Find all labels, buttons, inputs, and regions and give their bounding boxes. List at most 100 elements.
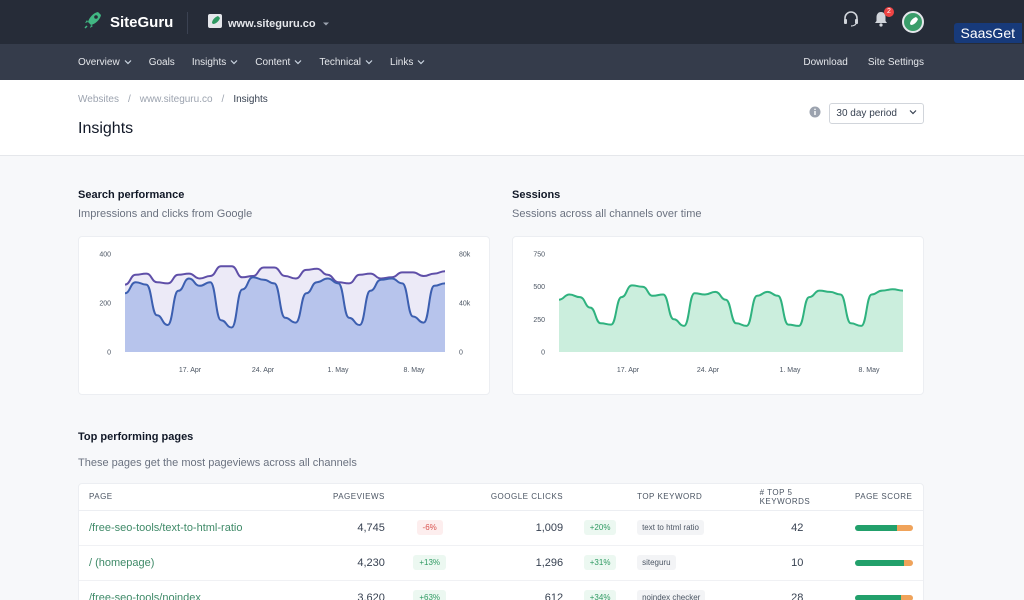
nav-item-links[interactable]: Links xyxy=(390,57,425,68)
top-keyword-tag[interactable]: noindex checker xyxy=(637,590,706,600)
table-row[interactable]: /free-seo-tools/noindex 3,620 +63% 612 +34% n… xyxy=(79,580,923,600)
chevron-down-icon xyxy=(365,60,373,65)
avatar-icon[interactable] xyxy=(902,10,924,33)
clicks-value: 612 xyxy=(464,580,574,600)
nav-left: Overview Goals Insights Content Technical Lin… xyxy=(78,44,425,80)
sessions-title: Sessions xyxy=(512,189,561,201)
notification-badge: 2 xyxy=(884,7,894,17)
breadcrumb-current: Insights xyxy=(233,94,268,105)
search-performance-subtitle: Impressions and clicks from Google xyxy=(78,208,253,220)
period-controls: 30 day period xyxy=(809,103,924,124)
sessions-subtitle: Sessions across all channels over time xyxy=(512,208,702,220)
nav-item-technical[interactable]: Technical xyxy=(319,57,373,68)
top-keyword-tag[interactable]: siteguru xyxy=(637,555,676,570)
sessions-chart: 0 250 500 750 17. Apr 24. Apr 1. May 8. May xyxy=(533,252,904,374)
nav-item-label: Overview xyxy=(78,56,120,68)
x-axis-tick-label: 24. Apr xyxy=(252,367,275,374)
y-axis-right-tick-label: 40k xyxy=(459,301,471,308)
divider xyxy=(187,12,188,34)
column-header-pv-change xyxy=(394,484,465,511)
breadcrumb-separator: / xyxy=(127,94,131,105)
clicks-area xyxy=(125,277,445,352)
clicks-line xyxy=(124,276,446,329)
brand-name: SiteGuru xyxy=(110,14,174,31)
site-switcher[interactable]: www.siteguru.co xyxy=(208,14,330,33)
x-axis-tick-label: 17. Apr xyxy=(617,367,640,374)
search-performance-chart: 0 200 400 0 40k 80k 17. Apr 24. Apr 1. May 8. May xyxy=(99,252,471,375)
rocket-icon xyxy=(82,9,104,36)
y-axis-left-tick-label: 0 xyxy=(107,350,111,357)
period-select[interactable]: 30 day period xyxy=(829,103,924,124)
top-bar: SiteGuru www.siteguru.co 2 SaasGet xyxy=(0,0,1024,44)
nav-item-goals[interactable]: Goals xyxy=(149,57,175,68)
main-nav: Overview Goals Insights Content Technical Lin… xyxy=(0,44,1024,80)
sessions-line xyxy=(558,284,904,327)
nav-item-label: Links xyxy=(390,56,414,68)
breadcrumb-websites[interactable]: Websites xyxy=(78,94,119,105)
clicks-value: 1,009 xyxy=(464,510,574,546)
nav-item-content[interactable]: Content xyxy=(255,57,302,68)
breadcrumb-separator: / xyxy=(221,94,225,105)
brand-logo[interactable]: SiteGuru xyxy=(82,9,173,36)
page-link[interactable]: /free-seo-tools/text-to-html-ratio xyxy=(79,510,316,546)
search-performance-card: 0 200 400 0 40k 80k 17. Apr 24. Apr 1. May 8. May xyxy=(78,236,490,395)
nav-item-label: Download xyxy=(803,56,848,68)
clicks-value: 1,296 xyxy=(464,545,574,581)
search-performance-title: Search performance xyxy=(78,189,185,201)
breadcrumb-site[interactable]: www.siteguru.co xyxy=(139,94,213,105)
column-header-page[interactable]: PAGE xyxy=(79,484,316,511)
x-axis-tick-label: 17. Apr xyxy=(179,367,202,374)
chevron-down-icon xyxy=(417,60,425,65)
nav-item-label: Insights xyxy=(191,56,227,68)
clicks-change-badge: +34% xyxy=(583,590,617,600)
impressions-line xyxy=(124,265,446,286)
pageviews-change-badge: -6% xyxy=(416,520,443,535)
sessions-area xyxy=(559,285,903,352)
nav-item-overview[interactable]: Overview xyxy=(78,57,132,68)
nav-item-insights[interactable]: Insights xyxy=(192,57,238,68)
site-favicon-icon xyxy=(208,14,222,33)
pageviews-change-badge: +13% xyxy=(413,555,447,570)
top-pages-subtitle: These pages get the most pageviews acros… xyxy=(78,457,357,469)
page-link[interactable]: /free-seo-tools/noindex xyxy=(79,580,316,600)
chevron-down-icon xyxy=(230,60,238,65)
chevron-down-icon xyxy=(322,15,330,33)
x-axis-tick-label: 1. May xyxy=(327,367,349,374)
y-axis-left-tick-label: 400 xyxy=(99,252,111,259)
headset-icon[interactable] xyxy=(842,10,860,33)
pageviews-value: 3,620 xyxy=(315,580,395,600)
table-body: /free-seo-tools/text-to-html-ratio 4,745 -… xyxy=(79,510,923,600)
chevron-down-icon xyxy=(909,108,917,119)
top5-keywords-value: 42 xyxy=(749,510,845,546)
x-axis-tick-label: 24. Apr xyxy=(697,367,720,374)
x-axis-tick-label: 8. May xyxy=(403,367,425,374)
column-header-pageviews[interactable]: PAGEVIEWS xyxy=(315,484,395,511)
column-header-page-score[interactable]: PAGE SCORE xyxy=(845,484,923,511)
column-header-google-clicks[interactable]: GOOGLE CLICKS xyxy=(464,484,574,511)
y-axis-tick-label: 500 xyxy=(533,284,545,291)
table-row[interactable]: / (homepage) 4,230 +13% 1,296 +31% siteguru 10 xyxy=(79,545,923,581)
sessions-card: 0 250 500 750 17. Apr 24. Apr 1. May 8. May xyxy=(512,236,924,395)
y-axis-tick-label: 0 xyxy=(541,350,545,357)
bell-icon[interactable]: 2 xyxy=(873,7,894,33)
y-axis-right-tick-label: 80k xyxy=(459,252,471,259)
page-score-bar xyxy=(855,594,913,600)
nav-item-label: Goals xyxy=(148,56,175,68)
page-link[interactable]: / (homepage) xyxy=(79,545,316,581)
pageviews-value: 4,230 xyxy=(315,545,395,581)
column-header-top-keyword[interactable]: TOP KEYWORD xyxy=(627,484,750,511)
nav-item-site-settings[interactable]: Site Settings xyxy=(868,57,924,68)
info-icon[interactable] xyxy=(809,105,821,123)
top-icons: 2 xyxy=(842,7,924,33)
nav-item-download[interactable]: Download xyxy=(803,57,847,68)
clicks-change-badge: +20% xyxy=(583,520,617,535)
top-keyword-tag[interactable]: text to html ratio xyxy=(637,520,704,535)
chevron-down-icon xyxy=(294,60,302,65)
watermark: SaasGet xyxy=(953,23,1022,43)
page-header: Websites / www.siteguru.co / Insights In… xyxy=(0,80,1024,156)
table-row[interactable]: /free-seo-tools/text-to-html-ratio 4,745 -… xyxy=(79,510,923,546)
column-header-top5-keywords[interactable]: # TOP 5 KEYWORDS xyxy=(749,484,845,511)
page-score-bar xyxy=(855,559,913,566)
y-axis-right-tick-label: 0 xyxy=(459,350,463,357)
top5-keywords-value: 28 xyxy=(749,580,845,600)
